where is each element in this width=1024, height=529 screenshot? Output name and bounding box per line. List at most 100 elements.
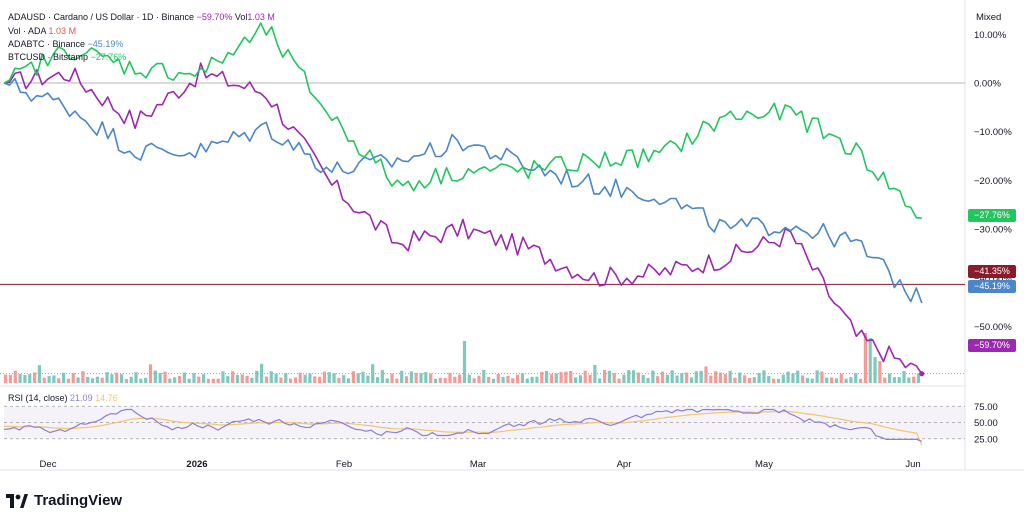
volume-bar	[95, 376, 99, 383]
volume-bar	[738, 372, 742, 383]
volume-bar	[665, 374, 669, 383]
volume-bar	[317, 376, 322, 383]
series-line-btcusd	[3, 22, 922, 219]
volume-bar	[535, 376, 539, 383]
volume-bar	[23, 374, 27, 383]
y-tick-label: 0.00%	[974, 79, 1001, 90]
volume-bar	[887, 373, 892, 383]
volume-bar	[718, 372, 723, 383]
volume-bar	[124, 378, 128, 383]
volume-bar	[728, 370, 732, 383]
volume-bar	[231, 371, 235, 383]
volume-bar	[255, 370, 259, 383]
volume-bar	[578, 375, 583, 383]
volume-bar	[549, 374, 554, 383]
rsi-ma-line	[3, 410, 923, 446]
adabtc-marker: −45.19%	[968, 280, 1016, 293]
volume-bar	[540, 371, 544, 383]
volume-bar	[477, 375, 481, 383]
volume-bar	[37, 365, 42, 383]
volume-bar	[66, 378, 70, 383]
adabtc-legend[interactable]: ADABTC · Binance −45.19%	[8, 39, 123, 50]
volume-bar	[689, 377, 694, 383]
scale-mode[interactable]: Mixed	[976, 12, 1002, 23]
volume-bar	[13, 370, 17, 383]
volume-bar	[264, 376, 269, 383]
title-change: −59.70%	[196, 12, 233, 22]
volume-bar	[829, 377, 834, 383]
volume-bar	[414, 373, 418, 383]
volume-bar	[617, 378, 621, 383]
volume-bar	[260, 363, 264, 383]
rsi-level-label: 25.00	[974, 434, 998, 445]
volume-bar	[839, 373, 843, 383]
volume-bar	[714, 371, 718, 383]
volume-bar	[800, 375, 805, 383]
volume-bar	[245, 376, 249, 383]
volume-bar	[28, 374, 32, 383]
volume-bar	[57, 378, 61, 383]
volume-bar	[520, 373, 525, 383]
volume-bar	[501, 376, 505, 383]
volume-bar	[371, 364, 375, 383]
volume-bar	[704, 366, 708, 383]
volume-bar	[8, 374, 13, 383]
volume-bar	[390, 373, 394, 383]
adabtc-change: −45.19%	[87, 39, 124, 49]
x-tick-label: May	[755, 459, 773, 470]
volume-bar	[907, 377, 911, 383]
volume-bar	[612, 373, 616, 383]
volume-bar	[462, 341, 467, 383]
volume-bar	[216, 378, 220, 383]
volume-bar	[815, 370, 819, 383]
volume-bar	[559, 372, 563, 383]
volume-bar	[733, 377, 737, 383]
volume-bar	[395, 378, 399, 383]
title-legend[interactable]: ADAUSD · Cardano / US Dollar · 1D · Bina…	[8, 12, 275, 23]
volume-bar	[530, 376, 534, 383]
volume-bar	[646, 377, 650, 383]
btcusd-label: BTCUSD · Bitstamp	[8, 52, 89, 62]
volume-bar	[158, 373, 162, 383]
volume-bar	[134, 372, 138, 383]
title-vol-value: 1.03 M	[247, 12, 275, 22]
volume-bar	[660, 371, 665, 383]
x-tick-label: Jun	[905, 459, 920, 470]
volume-bar	[400, 370, 404, 383]
volume-bar	[834, 378, 839, 383]
volume-bar	[168, 378, 172, 383]
vol-label: Vol · ADA	[8, 26, 47, 36]
x-tick-label: Apr	[617, 459, 632, 470]
tradingview-logo[interactable]: TradingView	[6, 492, 122, 509]
series-line-adabtc	[3, 77, 923, 304]
volume-bar	[752, 377, 756, 383]
rsi-ma-value: 14.76	[95, 393, 118, 403]
rsi-level-label: 75.00	[974, 402, 998, 413]
volume-bar	[438, 377, 442, 383]
btcusd-legend[interactable]: BTCUSD · Bitstamp −27.76%	[8, 52, 126, 63]
volume-bar	[873, 357, 877, 383]
volume-bar	[675, 375, 679, 383]
volume-bar	[607, 370, 611, 383]
rsi-legend[interactable]: RSI (14, close) 21.09 14.76	[8, 393, 118, 404]
volume-bar	[119, 374, 124, 383]
volume-bar	[419, 373, 423, 383]
volume-bar	[680, 372, 684, 383]
volume-bar	[163, 371, 167, 383]
volume-bar	[685, 372, 689, 383]
volume-bar	[743, 375, 747, 383]
volume-bar	[71, 373, 75, 383]
volume-bar	[303, 374, 307, 383]
x-tick-label: 2026	[186, 459, 207, 470]
vol-legend[interactable]: Vol · ADA 1.03 M	[8, 26, 76, 37]
y-tick-label: −30.00%	[974, 225, 1012, 236]
volume-bar	[544, 370, 549, 383]
volume-bar	[47, 376, 51, 383]
volume-bar	[327, 372, 331, 383]
volume-bar	[235, 375, 240, 383]
y-tick-label: −50.00%	[974, 322, 1012, 333]
volume-bar	[569, 371, 573, 383]
volume-bar	[757, 372, 761, 383]
rsi-value: 21.09	[70, 393, 93, 403]
